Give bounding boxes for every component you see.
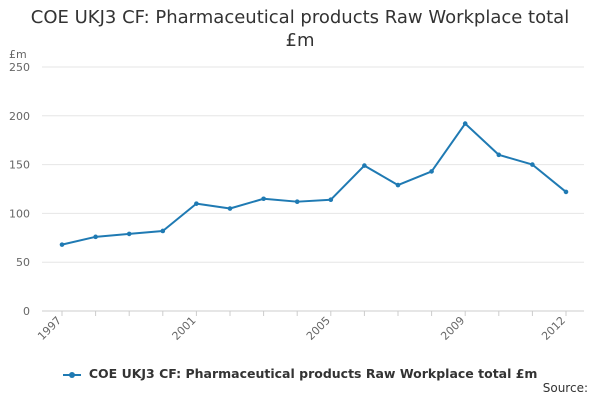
data-point (126, 231, 132, 237)
x-tick-label: 2001 (170, 314, 199, 343)
y-tick-label: 0 (23, 305, 30, 318)
x-tick-label: 2009 (438, 314, 467, 343)
y-tick-label: 50 (16, 256, 30, 269)
data-point (160, 228, 166, 234)
series-line (61, 122, 567, 246)
source-label: Source: (542, 381, 588, 395)
data-point (362, 163, 367, 168)
legend-series-label: COE UKJ3 CF: Pharmaceutical products Raw… (88, 366, 538, 381)
data-point (194, 201, 199, 206)
y-tick-label: 200 (9, 110, 30, 123)
chart-legend[interactable]: COE UKJ3 CF: Pharmaceutical products Raw… (0, 366, 600, 381)
data-point (294, 199, 300, 204)
y-axis-label: £m (9, 48, 27, 61)
data-point (530, 162, 535, 167)
data-point (59, 242, 65, 247)
chart-title: COE UKJ3 CF: Pharmaceutical products Raw… (0, 6, 600, 52)
data-point (395, 182, 401, 188)
chart-title-line-2: £m (285, 30, 315, 51)
y-tick-label: 250 (9, 61, 30, 74)
y-tick-label: 150 (9, 159, 30, 172)
legend-dot-marker (68, 371, 75, 378)
data-point (563, 189, 569, 195)
data-point (429, 169, 434, 174)
data-point (93, 234, 98, 240)
data-point (496, 152, 502, 158)
chart-title-line-1: COE UKJ3 CF: Pharmaceutical products Raw… (30, 7, 570, 28)
data-point (462, 121, 468, 126)
data-point (328, 197, 334, 203)
x-tick-label: 2005 (304, 314, 333, 343)
y-tick-label: 100 (9, 207, 30, 220)
legend-series-swatch (62, 370, 81, 380)
data-point (261, 196, 266, 202)
data-point (227, 206, 233, 211)
x-tick-label: 1997 (35, 314, 64, 343)
x-tick-label: 2012 (539, 314, 568, 343)
